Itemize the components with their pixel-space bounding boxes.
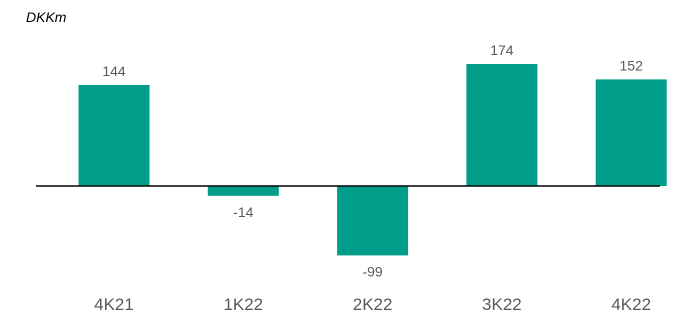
value-label-4K21: 144 (102, 63, 126, 79)
value-labels-group: 144 -14 -99 174 152 (102, 42, 643, 279)
category-label-4K21: 4K21 (94, 295, 134, 314)
category-label-2K22: 2K22 (353, 295, 393, 314)
value-label-3K22: 174 (490, 42, 514, 58)
bar-2K22 (337, 186, 409, 256)
bars-group (78, 64, 667, 256)
value-label-4K22: 152 (620, 57, 644, 73)
bar-4K21 (78, 85, 150, 186)
bar-3K22 (466, 64, 538, 186)
bar-1K22 (207, 186, 279, 196)
value-label-2K22: -99 (362, 263, 382, 279)
category-label-3K22: 3K22 (482, 295, 522, 314)
category-label-4K22: 4K22 (611, 295, 651, 314)
category-labels-group: 4K21 1K22 2K22 3K22 4K22 (94, 295, 651, 314)
unit-label: DKKm (26, 9, 67, 25)
category-label-1K22: 1K22 (223, 295, 263, 314)
value-label-1K22: -14 (233, 204, 253, 220)
bar-4K22 (595, 79, 667, 186)
